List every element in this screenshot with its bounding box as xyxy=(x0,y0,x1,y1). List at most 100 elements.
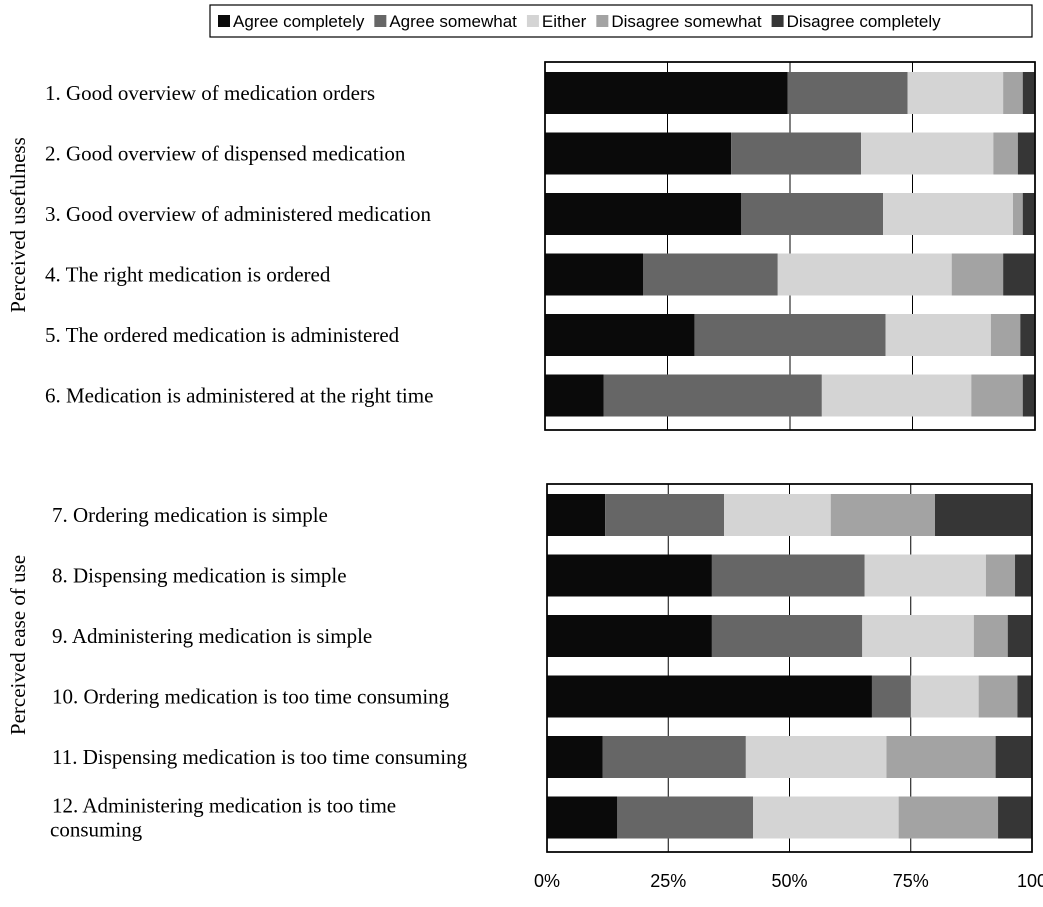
bar-segment-agree-completely xyxy=(545,253,643,296)
bar-segment-disagree-somewhat xyxy=(830,494,935,536)
bar-segment-either xyxy=(821,374,972,417)
bar-row: 6. Medication is administered at the rig… xyxy=(45,374,1035,417)
bar-segment-disagree-completely xyxy=(1017,132,1035,175)
x-tick-label: 50% xyxy=(771,871,807,891)
bar-segment-agree-somewhat xyxy=(711,554,865,597)
bar-row: 10. Ordering medication is too time cons… xyxy=(52,675,1032,718)
bar-segment-disagree-somewhat xyxy=(971,374,1023,417)
bar-segment-agree-somewhat xyxy=(741,193,884,235)
category-label: 11. Dispensing medication is too time co… xyxy=(52,745,468,769)
bar-segment-agree-somewhat xyxy=(871,675,911,718)
legend-swatch-disagree-somewhat xyxy=(596,15,609,27)
bar-segment-disagree-completely xyxy=(995,736,1032,778)
bar-segment-agree-somewhat xyxy=(603,374,822,417)
x-tick-label: 0% xyxy=(534,871,560,891)
group-label: Perceived usefulness xyxy=(6,137,30,313)
bar-segment-agree-completely xyxy=(547,675,872,718)
category-label: 9. Administering medication is simple xyxy=(52,624,372,648)
category-label: 8. Dispensing medication is simple xyxy=(52,564,347,588)
bar-segment-agree-completely xyxy=(547,736,603,778)
bar-segment-either xyxy=(864,554,986,597)
bar-segment-agree-somewhat xyxy=(602,736,746,778)
bar-row: 12. Administering medication is too time… xyxy=(50,794,1032,842)
bar-segment-either xyxy=(907,72,1004,114)
bar-row: 11. Dispensing medication is too time co… xyxy=(52,736,1032,778)
bar-segment-disagree-somewhat xyxy=(978,675,1018,718)
legend-swatch-either xyxy=(526,15,539,27)
bar-segment-disagree-completely xyxy=(1022,374,1035,417)
bar-segment-agree-somewhat xyxy=(643,253,778,296)
bar-segment-either xyxy=(885,314,991,356)
bar-segment-disagree-completely xyxy=(1015,554,1032,597)
category-label: 6. Medication is administered at the rig… xyxy=(45,384,433,408)
bar-segment-disagree-somewhat xyxy=(1003,72,1023,114)
category-label: 3. Good overview of administered medicat… xyxy=(45,202,432,226)
bar-row: 3. Good overview of administered medicat… xyxy=(45,193,1035,235)
bar-segment-agree-completely xyxy=(545,72,788,114)
category-label: 4. The right medication is ordered xyxy=(45,263,331,287)
category-label: 12. Administering medication is too time xyxy=(52,794,396,818)
legend-label-agree-somewhat: Agree somewhat xyxy=(389,12,517,31)
bar-segment-disagree-completely xyxy=(1022,193,1035,235)
x-axis-ticks: 0% 25% 50% 75% 100 xyxy=(534,871,1043,891)
category-label: consuming xyxy=(50,818,143,842)
chart-panels: Perceived usefulness 1. Good overview of … xyxy=(6,61,1036,853)
bar-segment-disagree-completely xyxy=(998,796,1032,839)
bar-segment-agree-completely xyxy=(545,132,732,175)
bar-segment-agree-completely xyxy=(545,374,604,417)
bar-segment-agree-somewhat xyxy=(787,72,908,114)
bar-segment-disagree-completely xyxy=(1003,253,1035,296)
bar-segment-either xyxy=(861,132,994,175)
x-tick-label: 100 xyxy=(1017,871,1043,891)
category-label: 1. Good overview of medication orders xyxy=(45,81,375,105)
bar-segment-agree-completely xyxy=(547,796,618,839)
bar-segment-agree-somewhat xyxy=(617,796,754,839)
bar-segment-agree-somewhat xyxy=(711,615,863,657)
legend: Agree completely Agree somewhat Either Disa… xyxy=(209,4,1033,38)
category-label: 5. The ordered medication is administere… xyxy=(45,323,400,347)
bar-segment-agree-completely xyxy=(545,314,695,356)
bar-segment-either xyxy=(753,796,899,839)
bar-segment-disagree-somewhat xyxy=(985,554,1016,597)
legend-swatch-agree-completely xyxy=(218,15,230,27)
bar-segment-agree-completely xyxy=(547,615,712,657)
bar-segment-disagree-somewhat xyxy=(973,615,1008,657)
legend-label-disagree-completely: Disagree completely xyxy=(787,12,942,31)
bar-segment-disagree-somewhat xyxy=(990,314,1021,356)
legend-swatch-disagree-completely xyxy=(771,15,784,27)
bar-segment-disagree-completely xyxy=(935,494,1032,536)
bar-segment-either xyxy=(883,193,1013,235)
bar-row: 5. The ordered medication is administere… xyxy=(45,314,1035,356)
bar-segment-agree-completely xyxy=(545,193,741,235)
x-tick-label: 25% xyxy=(650,871,686,891)
legend-swatch-agree-somewhat xyxy=(374,15,387,27)
bar-segment-disagree-somewhat xyxy=(1012,193,1023,235)
bar-row: 4. The right medication is ordered xyxy=(45,253,1035,296)
bar-segment-disagree-completely xyxy=(1020,314,1035,356)
bar-segment-disagree-completely xyxy=(1007,615,1032,657)
bar-segment-agree-completely xyxy=(547,554,712,597)
bar-row: 8. Dispensing medication is simple xyxy=(52,554,1032,597)
x-tick-label: 75% xyxy=(893,871,929,891)
bar-segment-either xyxy=(745,736,887,778)
bar-segment-either xyxy=(862,615,974,657)
bar-segment-disagree-somewhat xyxy=(886,736,996,778)
legend-box xyxy=(209,4,1033,38)
bar-segment-disagree-completely xyxy=(1022,72,1035,114)
bar-segment-agree-completely xyxy=(547,494,606,536)
bar-segment-agree-somewhat xyxy=(731,132,862,175)
bar-segment-agree-somewhat xyxy=(694,314,886,356)
bar-row: 9. Administering medication is simple xyxy=(52,615,1032,657)
bar-segment-disagree-completely xyxy=(1017,675,1032,718)
bar-segment-disagree-somewhat xyxy=(993,132,1018,175)
category-label: 10. Ordering medication is too time cons… xyxy=(52,685,450,709)
bar-row: 7. Ordering medication is simple xyxy=(52,494,1032,536)
bar-segment-either xyxy=(777,253,952,296)
bar-segment-agree-somewhat xyxy=(605,494,725,536)
legend-label-agree-completely: Agree completely xyxy=(233,12,365,31)
panel-border xyxy=(544,61,1036,431)
legend-label-either: Either xyxy=(542,12,587,31)
legend-label-disagree-somewhat: Disagree somewhat xyxy=(611,12,762,31)
bar-segment-disagree-somewhat xyxy=(898,796,999,839)
